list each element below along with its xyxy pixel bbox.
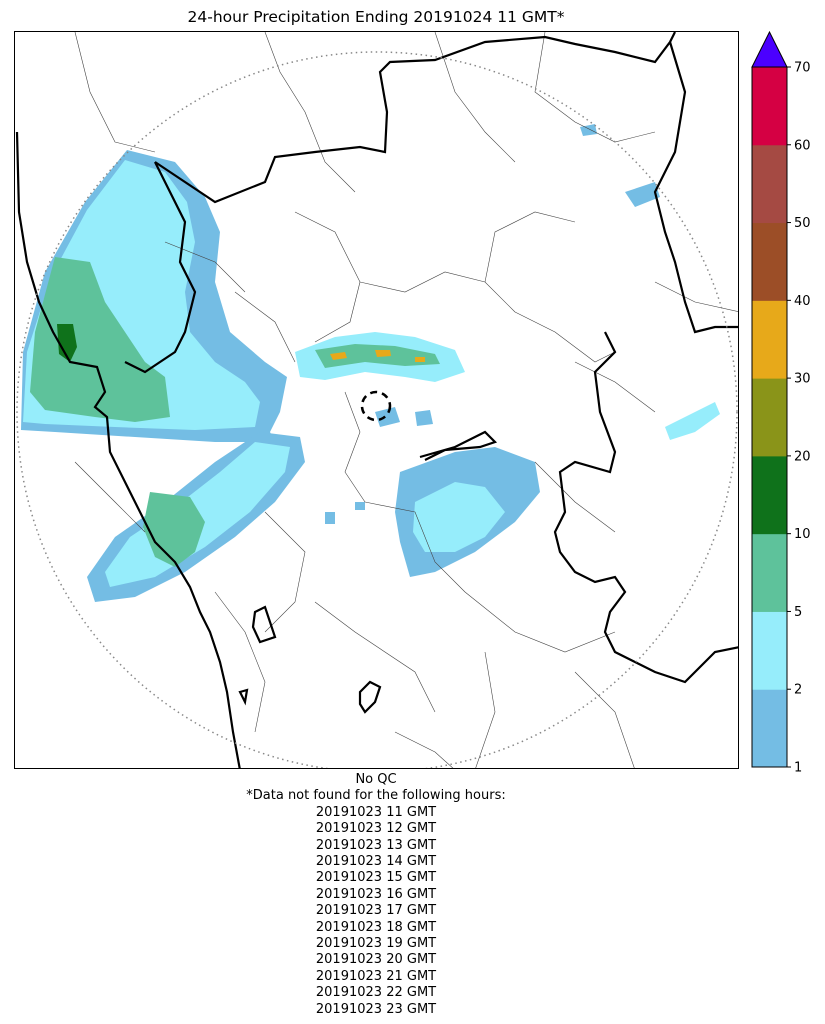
colorbar-bin (752, 300, 787, 379)
colorbar-tick-label: 60 (794, 138, 811, 153)
missing-hour-item: 20191023 19 GMT (315, 936, 437, 952)
colorbar-outline (751, 66, 788, 768)
missing-hour-item: 20191023 20 GMT (315, 952, 437, 968)
missing-data-header: *Data not found for the following hours: (246, 788, 506, 804)
colorbar-extend-arrow (751, 30, 788, 68)
missing-hours-list: 20191023 11 GMT 20191023 12 GMT 20191023 1… (14, 805, 738, 1018)
colorbar-bin (752, 144, 787, 224)
missing-hour-item: 20191023 23 GMT (315, 1001, 437, 1017)
precipitation-map-canvas (15, 32, 738, 768)
state-border-north (154, 32, 676, 204)
colorbar-tick-label: 10 (794, 527, 811, 542)
colorbar-bin (752, 455, 787, 535)
precipitation-layer (21, 124, 720, 602)
precip-sw-green (143, 492, 205, 567)
colorbar-tick-label: 50 (794, 216, 811, 231)
missing-hour-item: 20191023 22 GMT (315, 985, 437, 1001)
colorbar-tick-label: 2 (794, 683, 802, 698)
precip-cells-ne (580, 124, 660, 207)
precip-central-mid (413, 482, 505, 552)
island-1 (251, 605, 277, 644)
precip-cells-east (665, 402, 720, 440)
missing-hour-item: 20191023 15 GMT (315, 870, 437, 886)
colorbar-bin (752, 67, 787, 146)
colorbar-tick-label: 70 (794, 61, 811, 76)
radar-range-ring (16, 51, 738, 768)
state-border-southeast (553, 331, 738, 684)
colorbar-tick-label: 1 (794, 761, 802, 776)
missing-hour-item: 20191023 14 GMT (315, 854, 437, 870)
coastline (15, 131, 241, 768)
colorbar-svg: 1 2 5 10 20 30 40 50 60 70 (751, 30, 811, 776)
qc-note: No QC (355, 772, 397, 787)
missing-hour-item: 20191023 13 GMT (315, 837, 437, 853)
radar-map (14, 31, 739, 769)
colorbar-tick-label: 30 (794, 372, 811, 387)
colorbar-bin (752, 222, 787, 301)
missing-hour-item: 20191023 11 GMT (315, 804, 437, 820)
precip-west-core (57, 324, 77, 362)
colorbar-bin (752, 378, 787, 457)
missing-hour-item: 20191023 17 GMT (315, 903, 437, 919)
colorbar-tick-label: 40 (794, 294, 811, 309)
missing-hour-item: 20191023 21 GMT (315, 968, 437, 984)
map-title: 24-hour Precipitation Ending 20191024 11… (187, 8, 565, 26)
missing-hour-item: 20191023 16 GMT (315, 886, 437, 902)
island-2 (358, 680, 382, 714)
precip-cells-small (325, 407, 433, 524)
island-3 (238, 688, 249, 706)
colorbar-tick-label: 20 (794, 449, 811, 464)
state-border-northwest (124, 161, 197, 374)
district-boundaries (74, 32, 738, 768)
footnote: No QC *Data not found for the following … (14, 772, 738, 1018)
precip-west-green (30, 257, 170, 422)
precipitation-colorbar: 1 2 5 10 20 30 40 50 60 70 (745, 28, 825, 776)
colorbar-bin (752, 533, 787, 612)
precip-cells-north-hot (330, 350, 425, 362)
colorbar-bin (752, 689, 787, 768)
radar-site-ring (360, 390, 392, 422)
state-border-center (419, 430, 498, 461)
state-boundaries (15, 32, 738, 768)
state-border-east (653, 41, 738, 334)
colorbar-bin (752, 611, 787, 690)
colorbar-tick-label: 5 (794, 605, 802, 620)
missing-hour-item: 20191023 12 GMT (315, 821, 437, 837)
missing-hour-item: 20191023 18 GMT (315, 919, 437, 935)
